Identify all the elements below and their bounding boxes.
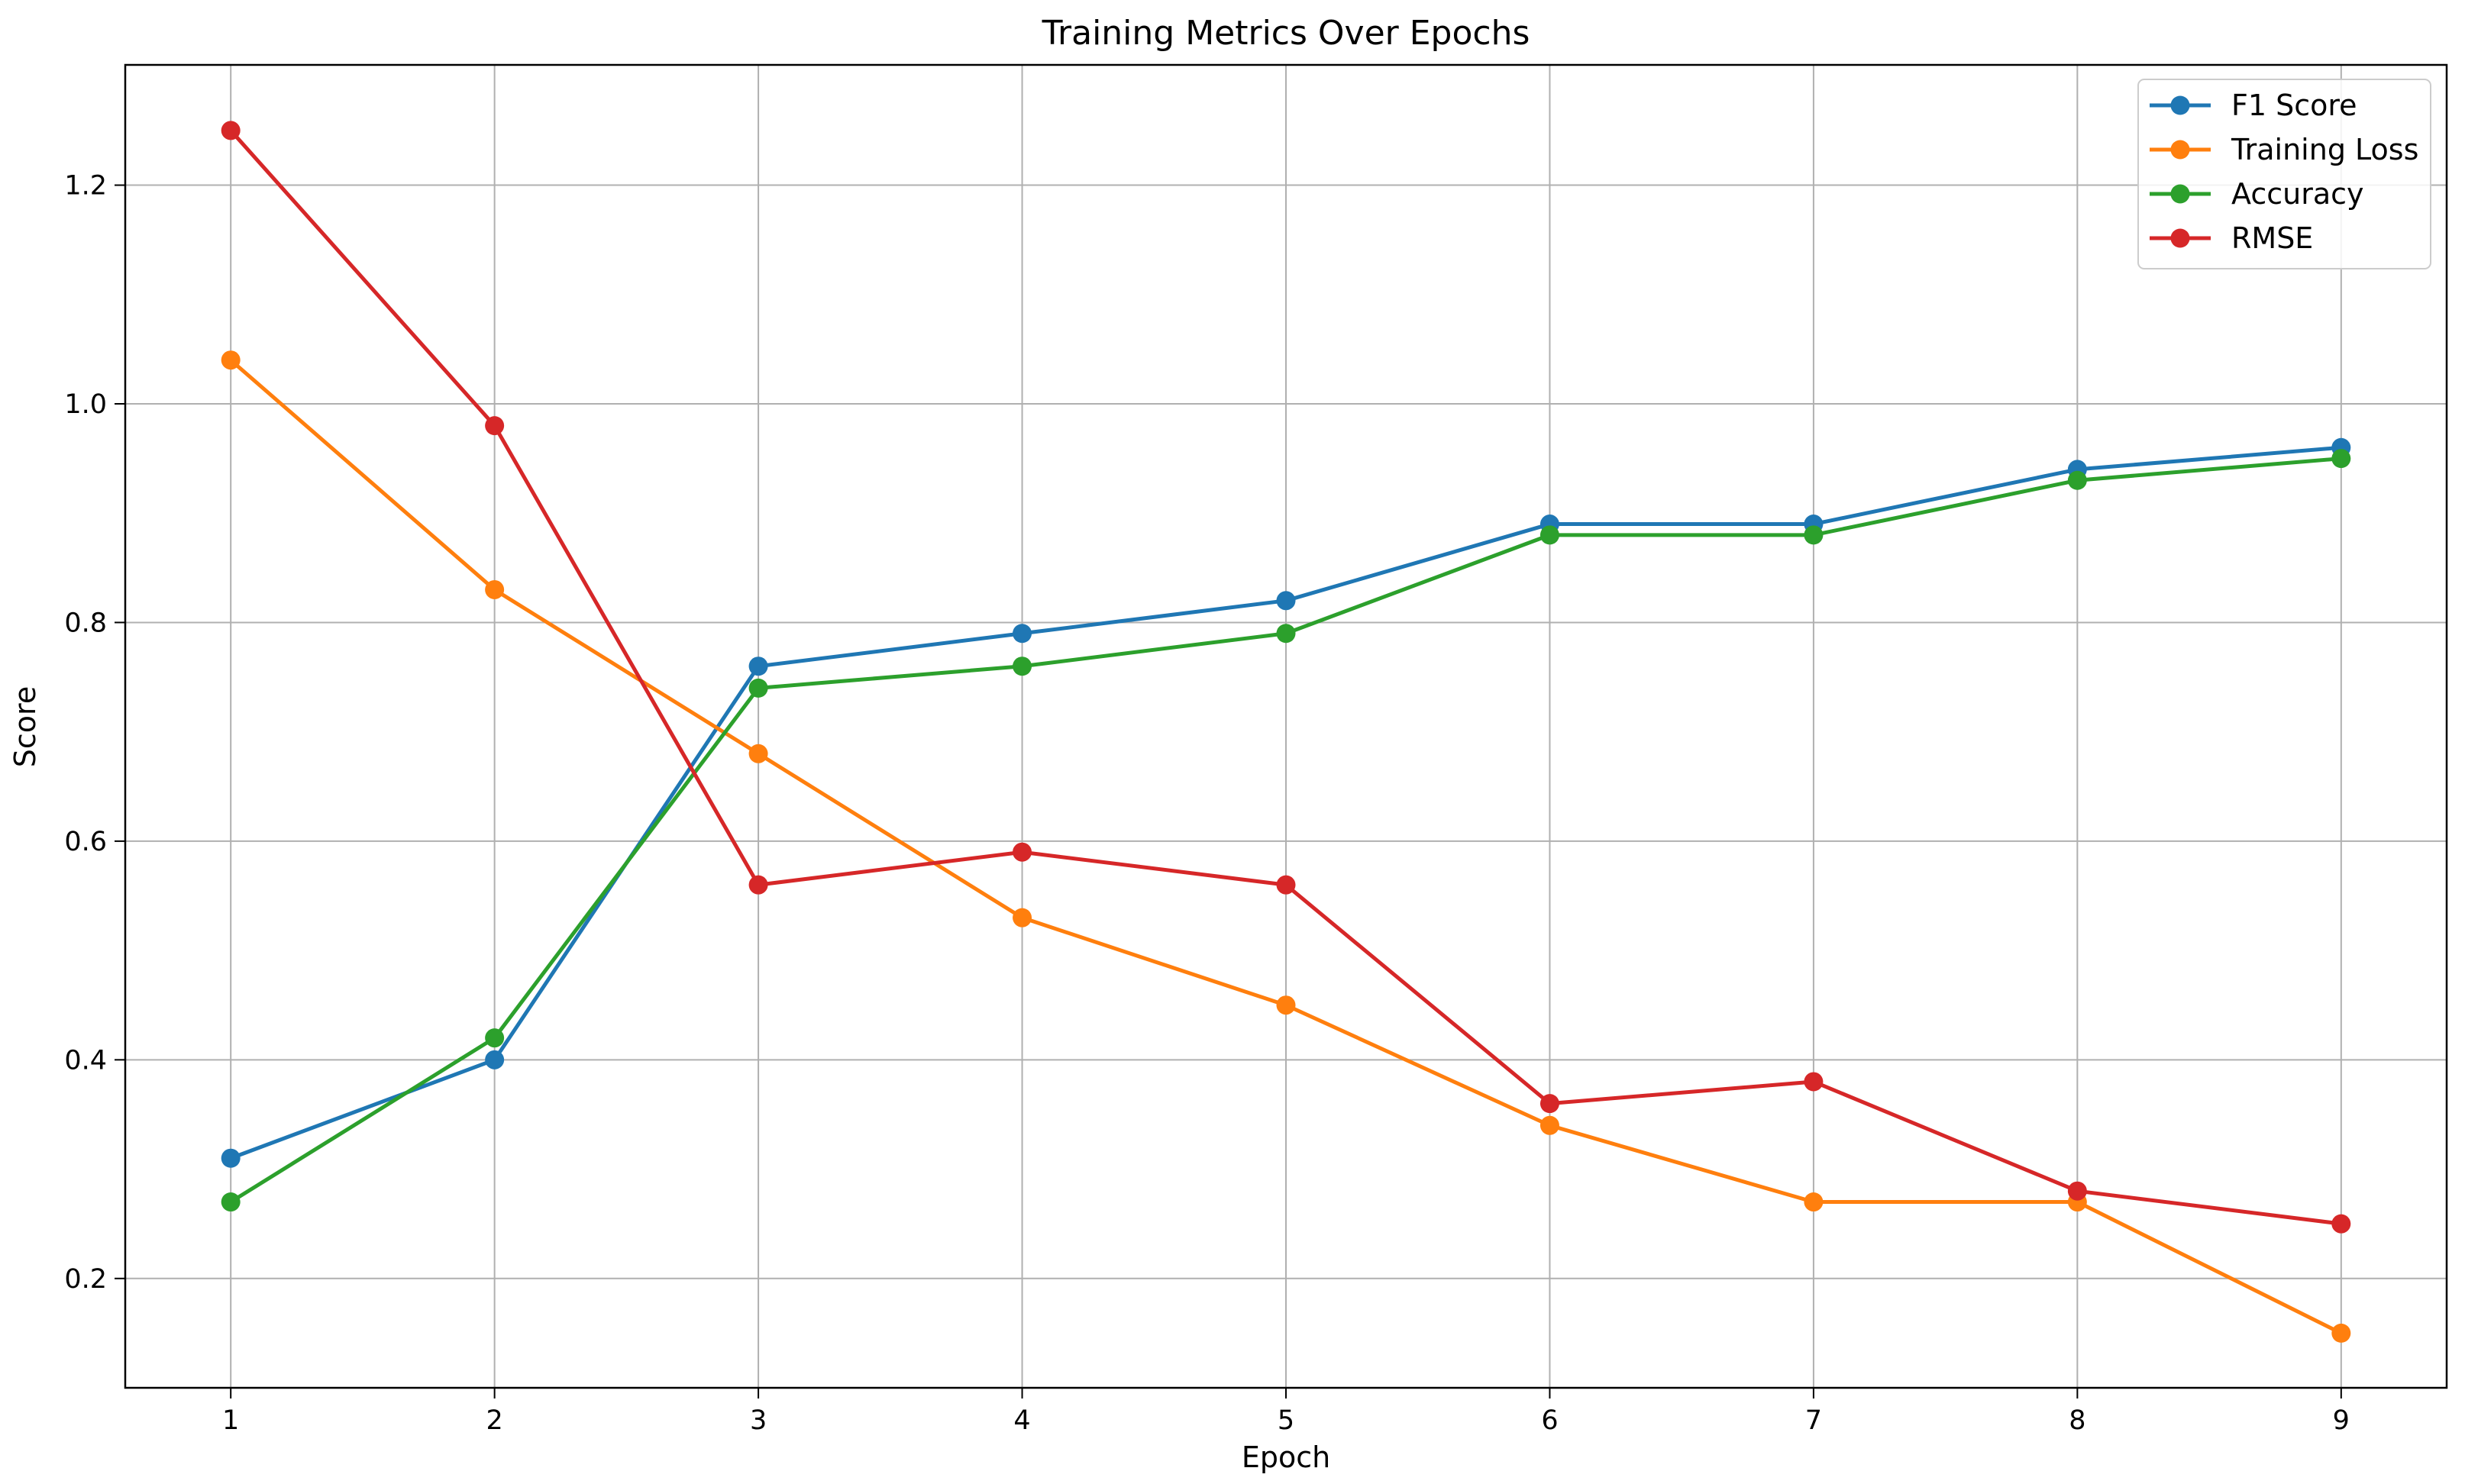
legend-box [2137,79,2431,269]
data-point-f1-score [485,1050,505,1069]
data-point-training-loss [1539,1115,1559,1135]
legend-label: Accuracy [2231,177,2364,211]
data-point-f1-score [1276,591,1296,611]
data-point-accuracy [2331,449,2351,469]
chart-title: Training Metrics Over Epochs [1042,14,1530,53]
data-point-rmse [1539,1094,1559,1114]
series-training-loss [221,350,2351,1343]
data-point-accuracy [1804,525,1824,545]
legend-marker [2170,140,2190,160]
data-point-rmse [748,875,768,895]
data-point-f1-score [221,1148,241,1168]
series-layer [221,121,2351,1343]
data-point-accuracy [485,1028,505,1048]
legend-marker [2170,184,2190,204]
data-point-f1-score [748,657,768,676]
data-point-accuracy [1013,657,1032,676]
data-point-rmse [221,121,241,140]
data-point-accuracy [221,1192,241,1212]
y-tick-label: 0.8 [64,608,107,638]
data-point-accuracy [2067,470,2087,490]
y-tick-label: 0.4 [64,1045,107,1076]
data-point-rmse [1013,842,1032,862]
data-point-training-loss [485,579,505,599]
x-tick-label: 3 [750,1405,767,1436]
legend-label: RMSE [2231,221,2313,255]
legend-item: RMSE [2150,221,2313,255]
axis-ticks: 1 2 3 4 5 6 7 8 9 0.2 0.4 0.6 0.8 1.0 1.2 [64,171,2350,1436]
data-point-rmse [1276,875,1296,895]
legend-item: F1 Score [2150,89,2357,122]
y-tick-label: 0.6 [64,827,107,857]
legend-label: F1 Score [2231,89,2357,122]
x-tick-label: 7 [1805,1405,1822,1436]
x-tick-label: 1 [222,1405,239,1436]
data-point-training-loss [221,350,241,370]
data-point-rmse [485,416,505,436]
x-tick-label: 4 [1013,1405,1030,1436]
x-tick-label: 8 [2069,1405,2085,1436]
data-point-training-loss [2331,1323,2351,1343]
grid [125,65,2447,1388]
data-point-training-loss [1013,908,1032,928]
data-point-rmse [1804,1072,1824,1092]
data-point-training-loss [1276,995,1296,1015]
legend-marker [2170,228,2190,248]
data-point-accuracy [1276,624,1296,644]
y-tick-label: 0.2 [64,1264,107,1295]
data-point-rmse [2067,1181,2087,1201]
x-axis-label: Epoch [1242,1440,1330,1474]
legend-label: Training Loss [2231,133,2418,166]
series-rmse [221,121,2351,1234]
data-point-accuracy [748,678,768,698]
legend: F1 Score Training Loss Accuracy RMSE [2137,79,2431,269]
x-tick-label: 2 [486,1405,502,1436]
x-tick-label: 9 [2333,1405,2350,1436]
legend-marker [2170,95,2190,115]
data-point-rmse [2331,1214,2351,1234]
legend-item: Training Loss [2150,133,2418,166]
y-tick-label: 1.2 [64,171,107,202]
x-tick-label: 6 [1541,1405,1558,1436]
y-axis-label: Score [8,686,42,767]
data-point-f1-score [1013,624,1032,644]
data-point-training-loss [748,744,768,763]
x-tick-label: 5 [1278,1405,1294,1436]
legend-item: Accuracy [2150,177,2364,211]
data-point-accuracy [1539,525,1559,545]
y-tick-label: 1.0 [64,389,107,420]
data-point-training-loss [1804,1192,1824,1212]
series-accuracy [221,449,2351,1212]
